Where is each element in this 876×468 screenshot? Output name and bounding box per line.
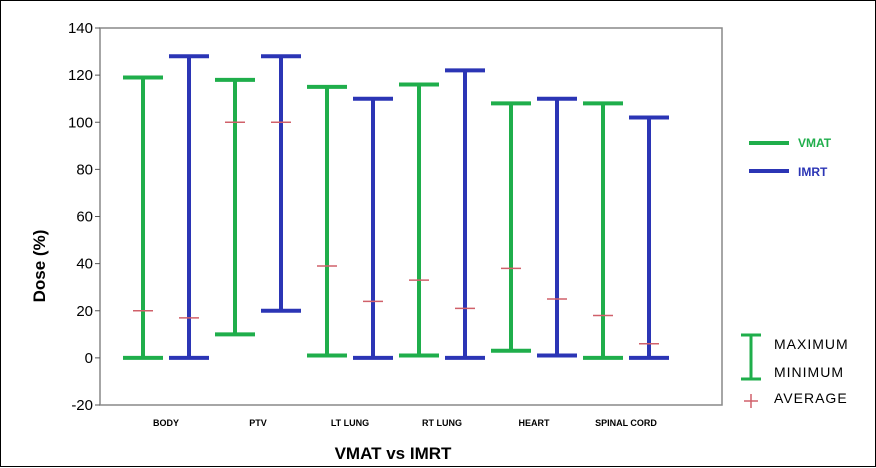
series-imrt <box>169 54 669 360</box>
y-tick-label: 100 <box>68 114 93 131</box>
x-category-label: HEART <box>519 418 551 428</box>
x-axis: BODY PTV LT LUNG RT LUNG HEART SPINAL CORD <box>153 418 657 428</box>
legend-average: AVERAGE <box>774 390 848 406</box>
series-legend: VMAT IMRT <box>749 136 832 179</box>
x-category-label: PTV <box>249 418 267 428</box>
x-category-label: BODY <box>153 418 179 428</box>
x-category-label: SPINAL CORD <box>595 418 657 428</box>
legend-label-imrt: IMRT <box>798 165 828 179</box>
y-tick-label: 20 <box>76 303 93 320</box>
y-tick-label: 60 <box>76 209 93 226</box>
range-marker-icon <box>741 333 761 381</box>
legend-maximum: MAXIMUM <box>774 336 849 352</box>
average-marker-icon <box>744 394 758 408</box>
x-category-label: RT LUNG <box>422 418 462 428</box>
y-axis-title: Dose (%) <box>30 230 49 303</box>
legend-minimum: MINIMUM <box>774 364 844 380</box>
y-tick-label: 0 <box>85 350 93 367</box>
marker-legend: MAXIMUM MINIMUM AVERAGE <box>741 333 849 408</box>
y-tick-label: 80 <box>76 161 93 178</box>
series-vmat <box>123 75 623 360</box>
y-axis: -20 0 20 40 60 80 100 120 140 <box>68 20 100 414</box>
x-category-label: LT LUNG <box>331 418 369 428</box>
y-tick-label: 140 <box>68 20 93 37</box>
chart-marks <box>123 54 669 360</box>
legend-label-vmat: VMAT <box>798 136 832 150</box>
y-tick-label: -20 <box>71 397 93 414</box>
x-axis-title: VMAT vs IMRT <box>335 444 452 463</box>
y-tick-label: 120 <box>68 67 93 84</box>
y-tick-label: 40 <box>76 256 93 273</box>
